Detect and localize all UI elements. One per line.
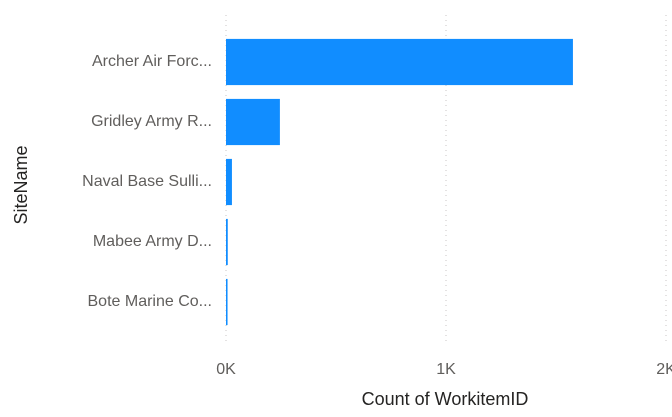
y-tick-label: Gridley Army R... (91, 113, 212, 130)
x-tick-label: 2K (656, 361, 672, 378)
bar (226, 38, 573, 86)
y-tick-label: Archer Air Forc... (92, 53, 212, 70)
y-tick-label: Naval Base Sulli... (82, 173, 212, 190)
x-tick-label: 1K (436, 361, 456, 378)
y-axis-title: SiteName (11, 145, 31, 224)
y-tick-label: Bote Marine Co... (88, 293, 213, 310)
x-axis-title: Count of WorkitemID (362, 389, 529, 409)
y-tick-label: Mabee Army D... (93, 233, 212, 250)
x-tick-label: 0K (216, 361, 236, 378)
bar (226, 158, 232, 206)
bar (226, 278, 228, 326)
bar (226, 218, 228, 266)
bar (226, 98, 280, 146)
